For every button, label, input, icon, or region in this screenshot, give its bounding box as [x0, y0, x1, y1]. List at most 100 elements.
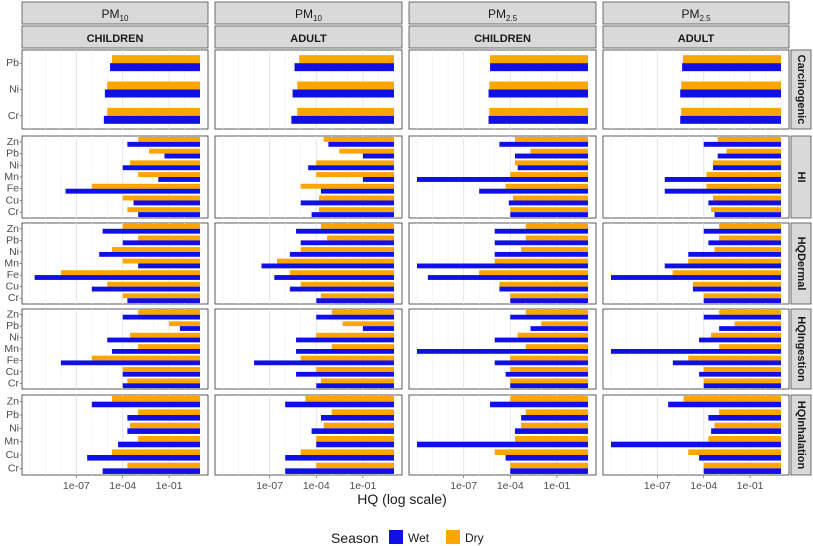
bar-dry	[107, 81, 200, 90]
bar-wet	[611, 349, 781, 354]
bar-wet	[122, 240, 200, 246]
panel	[408, 135, 597, 219]
bar-dry	[138, 172, 200, 177]
y-tick-label: Cr	[8, 292, 20, 304]
bar-wet	[99, 251, 200, 257]
y-tick-label: Cu	[6, 281, 20, 293]
bar-wet	[133, 200, 200, 206]
bar-dry	[111, 247, 200, 252]
bar-wet	[494, 337, 588, 343]
bar-dry	[703, 367, 781, 372]
bar-dry	[719, 223, 781, 229]
bar-wet	[417, 177, 588, 182]
bar-dry	[719, 344, 781, 349]
x-tick-label: 1e-01	[543, 480, 570, 492]
x-tick-label: 1e-07	[63, 480, 90, 492]
row-strip: HQDermal	[790, 222, 812, 305]
bar-wet	[494, 360, 588, 366]
bar-dry	[107, 281, 200, 287]
bar-dry	[525, 309, 588, 315]
bar-wet	[494, 240, 588, 246]
bar-wet	[291, 115, 394, 124]
bar-dry	[122, 367, 200, 372]
bar-wet	[488, 89, 588, 98]
y-tick-label: Mn	[4, 258, 19, 270]
y-tick-label: Pb	[6, 148, 19, 160]
bar-wet	[65, 188, 200, 194]
bar-dry	[130, 332, 200, 338]
column-strip-pm-label: PM2.5	[681, 7, 711, 23]
bar-wet	[514, 428, 588, 434]
bar-wet	[699, 371, 781, 377]
y-tick-label: Ni	[9, 159, 19, 171]
column-strip-bottom	[214, 25, 403, 49]
bar-dry	[138, 235, 200, 241]
bar-wet	[711, 428, 781, 434]
panel	[214, 394, 403, 476]
row-strip-label: HQIngestion	[795, 316, 807, 382]
bar-dry	[320, 378, 394, 384]
bar-dry	[714, 422, 781, 429]
bar-wet	[102, 468, 200, 474]
legend-label: Wet	[408, 531, 430, 545]
bar-wet	[362, 177, 394, 182]
bar-wet	[60, 360, 201, 366]
bar-wet	[680, 115, 781, 124]
bar-wet	[300, 200, 394, 206]
bar-dry	[681, 81, 781, 90]
bar-dry	[514, 136, 588, 142]
column-strip-top	[602, 1, 790, 25]
bar-dry	[719, 409, 781, 415]
y-tick-label: Zn	[7, 136, 19, 148]
bar-wet	[494, 251, 588, 257]
bar-wet	[664, 263, 781, 269]
bar-dry	[127, 378, 200, 384]
bar-dry	[510, 462, 588, 469]
bar-dry	[510, 172, 588, 177]
bar-dry	[111, 449, 200, 455]
bar-wet	[254, 360, 394, 366]
panel-frame	[214, 394, 403, 476]
y-tick-label: Zn	[7, 396, 19, 408]
panel-frame	[21, 394, 209, 476]
bar-wet	[138, 212, 200, 218]
panel	[408, 308, 597, 390]
bar-dry	[316, 332, 394, 338]
bar-wet	[717, 153, 781, 159]
bar-dry	[297, 107, 394, 116]
row-strip-box	[790, 135, 812, 219]
bar-dry	[521, 422, 588, 429]
bar-dry	[319, 207, 394, 213]
bar-dry	[711, 332, 781, 338]
bar-wet	[308, 165, 394, 171]
bar-dry	[541, 321, 588, 327]
bar-wet	[708, 240, 781, 246]
bar-wet	[296, 337, 394, 343]
row-strip: HI	[790, 135, 812, 219]
panel	[602, 222, 790, 305]
bar-wet	[127, 428, 200, 434]
bar-dry	[494, 258, 588, 264]
column-strip-top	[21, 1, 209, 25]
bar-dry	[726, 148, 781, 154]
bar-dry	[122, 195, 200, 201]
bar-dry	[300, 355, 394, 361]
x-tick-label: 1e-01	[156, 480, 183, 492]
row-strip-box	[790, 308, 812, 390]
bar-dry	[719, 235, 781, 241]
x-tick-label: 1e-07	[644, 480, 671, 492]
bar-wet	[103, 115, 200, 124]
bar-dry	[320, 223, 394, 229]
bar-dry	[277, 258, 394, 264]
bar-dry	[323, 136, 394, 142]
bar-dry	[300, 281, 394, 287]
panel	[21, 222, 209, 305]
bar-dry	[122, 258, 200, 264]
bar-dry	[717, 136, 781, 142]
bar-dry	[521, 247, 588, 252]
bar-dry	[681, 107, 781, 116]
y-tick-label: Ni	[9, 332, 19, 344]
bar-dry	[510, 367, 588, 372]
bar-wet	[510, 212, 588, 218]
y-tick-label: Zn	[7, 223, 19, 235]
